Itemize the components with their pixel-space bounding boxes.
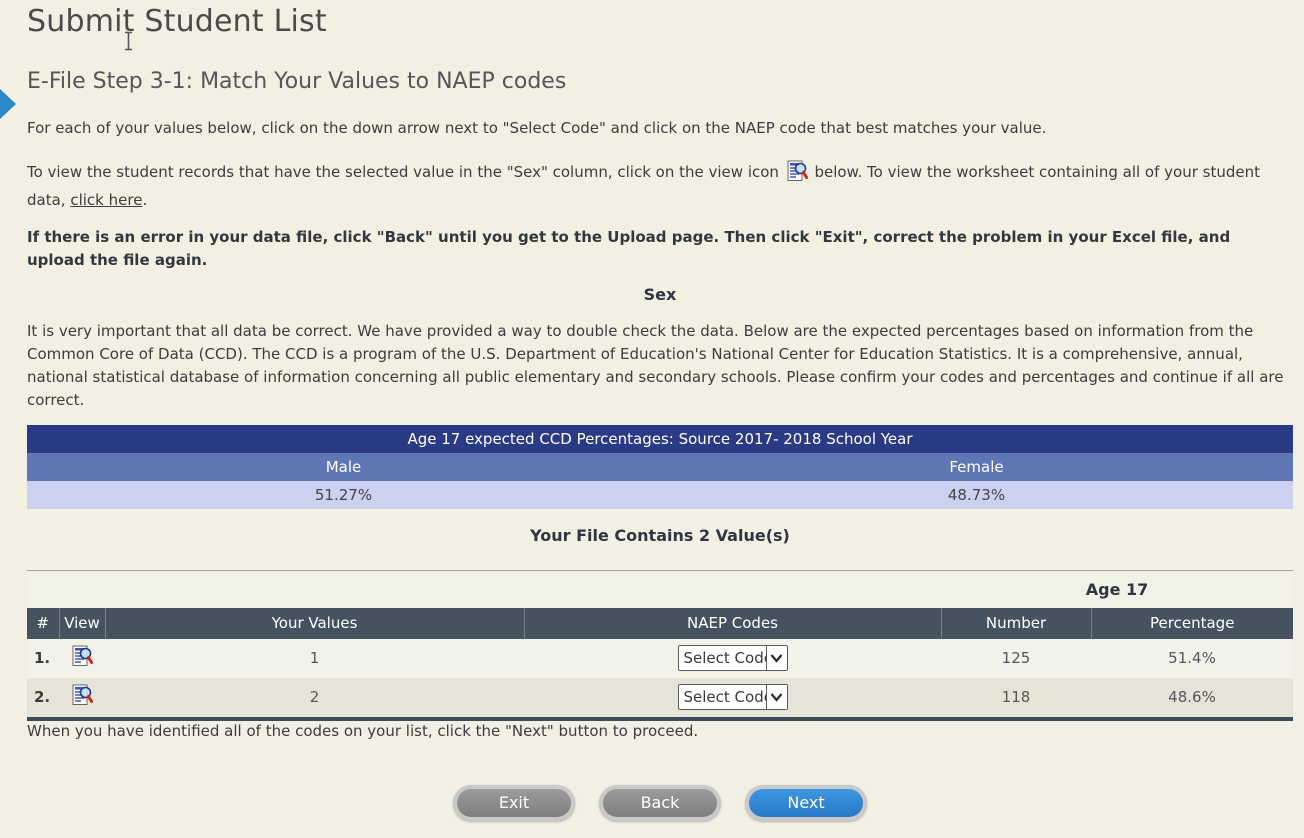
chevron-down-icon: [765, 646, 787, 670]
view-record-button[interactable]: [59, 638, 105, 678]
values-match-table: Age 17 # View Your Values NAEP Codes Num…: [27, 570, 1293, 721]
error-warning-text: If there is an error in your data file, …: [27, 228, 1231, 269]
instruction-text-after-icon: below. To view the worksheet containing …: [27, 163, 1260, 209]
your-value-cell: 2: [105, 677, 524, 717]
column-header-number: Number: [940, 607, 1091, 639]
naep-code-cell: Select Code...: [524, 638, 941, 678]
exit-button-label: Exit: [457, 788, 571, 817]
view-record-button[interactable]: [59, 677, 105, 717]
step-marker-right-triangle-icon: [0, 89, 16, 119]
step-heading: E-File Step 3-1: Match Your Values to NA…: [27, 69, 567, 94]
instruction-text-before-icon: To view the student records that have th…: [27, 163, 779, 181]
next-button[interactable]: Next: [745, 784, 867, 821]
table-bottom-bar: [27, 716, 1293, 721]
sentence-period: .: [142, 191, 148, 209]
ccd-table-title: Age 17 expected CCD Percentages: Source …: [27, 425, 1293, 453]
back-button-label: Back: [603, 788, 717, 817]
percentage-cell: 51.4%: [1091, 638, 1293, 678]
table-row: 1. 1 Select Code... 125 51.4%: [27, 638, 1293, 678]
table-row: 2. 2 Select Code... 118 48.6%: [27, 677, 1293, 717]
instruction-paragraph-2: To view the student records that have th…: [27, 160, 1293, 212]
click-here-link[interactable]: click here: [70, 191, 143, 209]
naep-code-select[interactable]: Select Code...: [677, 645, 788, 671]
column-header-percentage: Percentage: [1090, 607, 1293, 639]
view-icon: [786, 160, 808, 189]
age-group-header: Age 17: [941, 570, 1293, 608]
number-cell: 118: [941, 677, 1091, 717]
column-header-naep-codes: NAEP Codes: [523, 607, 941, 639]
your-value-cell: 1: [105, 638, 524, 678]
exit-button[interactable]: Exit: [453, 784, 575, 821]
ccd-column-male: Male: [27, 453, 660, 481]
naep-code-cell: Select Code...: [524, 677, 941, 717]
ccd-percentages-table: Age 17 expected CCD Percentages: Source …: [27, 425, 1293, 509]
column-header-your-values: Your Values: [104, 607, 524, 639]
number-cell: 125: [941, 638, 1091, 678]
instruction-paragraph-1: For each of your values below, click on …: [27, 119, 1047, 137]
next-button-label: Next: [749, 788, 863, 817]
row-number: 2.: [27, 677, 59, 717]
chevron-down-icon: [765, 685, 787, 709]
ccd-male-percentage: 51.27%: [27, 481, 660, 509]
select-current-value: Select Code...: [683, 688, 766, 706]
back-button[interactable]: Back: [599, 784, 721, 821]
action-button-row: Exit Back Next: [27, 784, 1293, 821]
row-number: 1.: [27, 638, 59, 678]
naep-code-select[interactable]: Select Code...: [677, 684, 788, 710]
age-group-spacer: [27, 570, 941, 608]
text-cursor-icon: [123, 31, 134, 55]
page-title: Submit Student List: [27, 4, 327, 39]
ccd-female-percentage: 48.73%: [660, 481, 1293, 509]
section-heading-sex: Sex: [643, 285, 677, 304]
select-current-value: Select Code...: [683, 649, 766, 667]
column-header-num: #: [27, 607, 59, 639]
footer-note: When you have identified all of the code…: [27, 721, 699, 740]
ccd-description-paragraph: It is very important that all data be co…: [27, 322, 1284, 409]
percentage-cell: 48.6%: [1091, 677, 1293, 717]
file-summary-heading: Your File Contains 2 Value(s): [530, 526, 790, 545]
column-header-view: View: [58, 607, 105, 639]
ccd-column-female: Female: [660, 453, 1293, 481]
